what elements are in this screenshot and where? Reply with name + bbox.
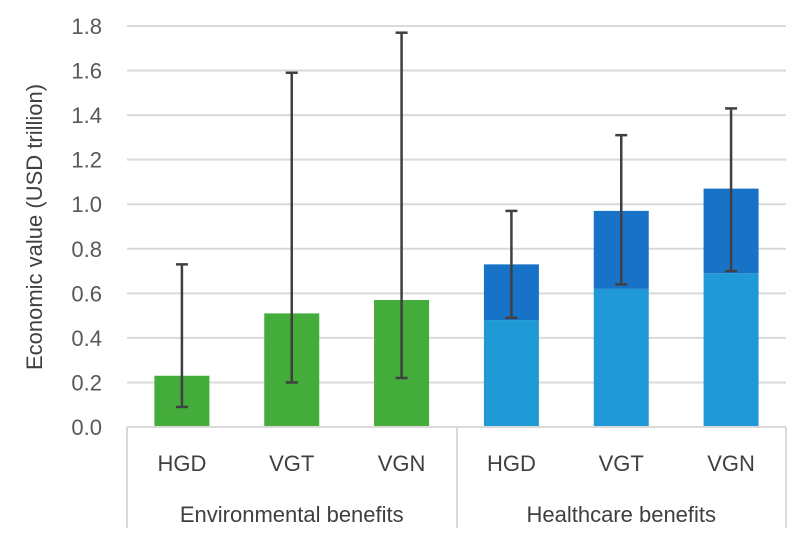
y-tick-label: 0.2 [71,370,102,395]
y-tick-label: 1.4 [71,103,102,128]
category-label: HGD [157,451,206,476]
y-tick-label: 1.2 [71,148,102,173]
bar-vgn-series-1 [703,273,759,427]
category-label: VGT [269,451,314,476]
x-axis-box [126,426,787,528]
category-label: VGN [378,451,426,476]
y-tick-label: 0.8 [71,237,102,262]
group-labels: Environmental benefits Healthcare benefit… [180,502,716,527]
error-bars [175,31,738,409]
bar-hgd-series-1 [483,320,539,427]
error-bar [505,209,518,320]
y-tick-label: 0.0 [71,415,102,440]
error-bar [285,71,298,384]
y-tick-label: 1.0 [71,192,102,217]
category-label: VGT [599,451,644,476]
gridlines [127,25,786,384]
group-label: Healthcare benefits [526,502,716,527]
error-bar [615,133,628,286]
error-bar [395,31,408,380]
y-axis-ticks: 0.0 0.2 0.4 0.6 0.8 1.0 1.2 1.4 1.6 1.8 [71,14,102,440]
y-tick-label: 0.6 [71,281,102,306]
category-labels: HGD VGT VGN HGD VGT VGN [157,451,754,476]
bars [154,188,759,427]
x-axis [126,426,787,528]
error-bar [175,263,188,409]
error-bar [725,107,738,273]
y-axis-title: Economic value (USD trillion) [22,84,47,370]
y-tick-label: 0.4 [71,326,102,351]
bar-vgt-series-1 [593,288,649,427]
y-tick-label: 1.6 [71,59,102,84]
category-label: HGD [487,451,536,476]
group-label: Environmental benefits [180,502,404,527]
category-label: VGN [707,451,755,476]
y-tick-label: 1.8 [71,14,102,39]
